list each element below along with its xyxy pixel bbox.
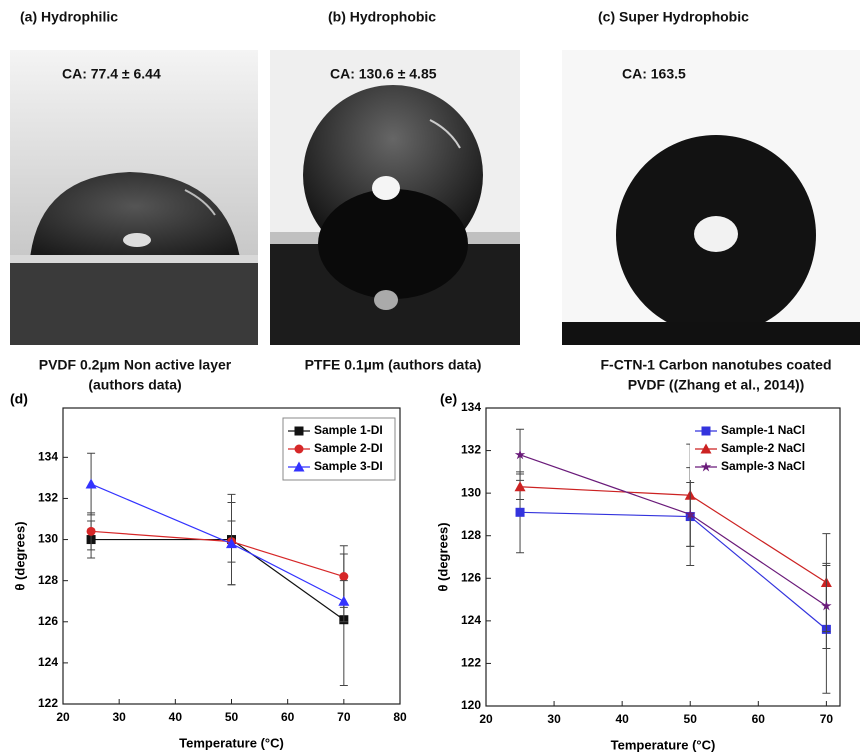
x-tick-label: 50 <box>225 710 239 724</box>
x-tick-label: 40 <box>615 712 629 726</box>
y-tick-label: 132 <box>461 443 481 457</box>
legend-marker <box>294 444 304 454</box>
x-tick-label: 30 <box>547 712 561 726</box>
y-tick-label: 128 <box>38 573 58 587</box>
legend-label: Sample-1 NaCl <box>721 423 805 437</box>
y-tick-label: 134 <box>38 450 58 464</box>
series-line <box>520 511 827 630</box>
contact-angle: CA: 77.4 ± 6.44 <box>62 66 161 82</box>
x-axis-label: Temperature (°C) <box>179 735 284 750</box>
marker <box>514 481 526 492</box>
caption: PVDF ((Zhang et al., 2014)) <box>628 377 805 393</box>
caption: PTFE 0.1µm (authors data) <box>305 357 482 373</box>
y-axis-label: θ (degrees) <box>435 522 450 591</box>
y-tick-label: 128 <box>461 528 481 542</box>
legend-label: Sample-2 NaCl <box>721 441 805 455</box>
series-line <box>520 486 827 584</box>
panel-title: (b) Hydrophobic <box>328 9 436 25</box>
x-tick-label: 50 <box>684 712 698 726</box>
marker <box>338 595 350 606</box>
y-tick-label: 130 <box>38 532 58 546</box>
photo-a <box>10 50 258 345</box>
caption: F-CTN-1 Carbon nanotubes coated <box>600 357 831 373</box>
legend-label: Sample 3-DI <box>314 459 383 473</box>
x-tick-label: 60 <box>752 712 766 726</box>
panel-title: (a) Hydrophilic <box>20 9 118 25</box>
y-tick-label: 120 <box>461 698 481 712</box>
legend-label: Sample 2-DI <box>314 441 383 455</box>
plot-frame <box>485 407 841 707</box>
marker <box>684 508 696 519</box>
marker <box>85 478 97 489</box>
marker <box>339 572 349 582</box>
y-tick-label: 122 <box>38 696 58 710</box>
y-tick-label: 134 <box>461 400 481 414</box>
x-tick-label: 80 <box>393 710 407 724</box>
y-axis-label: θ (degrees) <box>12 521 27 590</box>
x-tick-label: 70 <box>820 712 834 726</box>
marker <box>226 538 237 549</box>
marker <box>514 449 526 460</box>
panel-title: (c) Super Hydrophobic <box>598 9 749 25</box>
marker <box>821 600 832 611</box>
x-tick-label: 20 <box>479 712 493 726</box>
series-line <box>90 483 345 602</box>
contact-angle: CA: 130.6 ± 4.85 <box>330 66 437 82</box>
legend-marker <box>700 443 712 454</box>
y-tick-label: 132 <box>38 491 58 505</box>
y-tick-label: 126 <box>461 570 481 584</box>
y-tick-label: 126 <box>38 614 58 628</box>
series-line <box>91 538 345 621</box>
x-tick-label: 70 <box>337 710 351 724</box>
panel-label: (d) <box>10 391 28 407</box>
photo-b <box>270 50 520 345</box>
contact-angle: CA: 163.5 <box>622 66 686 82</box>
photo-c <box>562 50 860 345</box>
legend-marker <box>700 461 712 472</box>
x-tick-label: 30 <box>112 710 126 724</box>
caption: (authors data) <box>88 377 181 393</box>
legend-label: Sample-3 NaCl <box>721 459 805 473</box>
x-tick-label: 20 <box>56 710 70 724</box>
caption: PVDF 0.2µm Non active layer <box>39 357 232 373</box>
legend-marker <box>701 426 711 436</box>
legend-label: Sample 1-DI <box>314 423 383 437</box>
y-tick-label: 122 <box>461 656 481 670</box>
panel-label: (e) <box>440 391 457 407</box>
marker <box>515 507 525 517</box>
legend-marker <box>294 426 304 436</box>
legend-marker <box>293 461 305 472</box>
y-tick-label: 124 <box>461 613 481 627</box>
x-tick-label: 40 <box>169 710 183 724</box>
x-axis-label: Temperature (°C) <box>611 737 716 752</box>
y-tick-label: 130 <box>461 485 481 499</box>
x-tick-label: 60 <box>281 710 295 724</box>
y-tick-label: 124 <box>38 655 58 669</box>
marker <box>86 526 96 536</box>
